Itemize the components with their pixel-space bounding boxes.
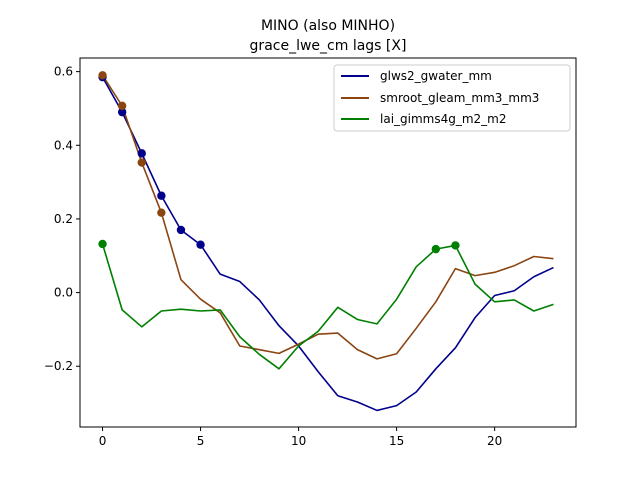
x-tick-label: 15 bbox=[389, 434, 404, 448]
x-axis: 0 5 10 15 20 bbox=[99, 427, 502, 448]
y-tick-label: 0.2 bbox=[54, 212, 73, 226]
legend: glws2_gwater_mm smroot_gleam_mm3_mm3 lai… bbox=[333, 64, 571, 132]
legend-box bbox=[333, 64, 571, 132]
data-point-lai_gimms4g_m2_m2 bbox=[431, 244, 441, 254]
chart-subtitle: grace_lwe_cm lags [X] bbox=[250, 38, 407, 54]
data-point-glws2_gwater_mm bbox=[176, 225, 186, 235]
legend-label-smroot: smroot_gleam_mm3_mm3 bbox=[380, 91, 539, 105]
data-point-lai_gimms4g_m2_m2 bbox=[98, 239, 107, 249]
plot-markers bbox=[98, 71, 460, 254]
chart-title: MINO (also MINHO) bbox=[261, 18, 395, 34]
y-tick-label: 0.4 bbox=[54, 138, 73, 152]
x-tick-label: 20 bbox=[487, 434, 502, 448]
data-point-smroot_gleam_mm3_mm3 bbox=[137, 158, 146, 167]
data-point-smroot_gleam_mm3_mm3 bbox=[157, 208, 166, 217]
data-point-smroot_gleam_mm3_mm3 bbox=[98, 71, 107, 80]
x-tick-label: 5 bbox=[197, 434, 205, 448]
x-tick-label: 10 bbox=[291, 434, 306, 448]
legend-label-lai: lai_gimms4g_m2_m2 bbox=[380, 112, 507, 126]
data-point-glws2_gwater_mm bbox=[117, 107, 127, 117]
x-tick-label: 0 bbox=[99, 434, 107, 448]
series-line-lai_gimms4g_m2_m2 bbox=[101, 243, 554, 370]
y-axis: −0.2 0.0 0.2 0.4 0.6 bbox=[44, 65, 80, 373]
plot-frame bbox=[79, 57, 577, 428]
y-tick-label: 0.0 bbox=[54, 286, 73, 300]
series-line-smroot_gleam_mm3_mm3 bbox=[101, 74, 554, 360]
y-tick-label: −0.2 bbox=[44, 359, 73, 373]
data-point-glws2_gwater_mm bbox=[196, 240, 205, 249]
legend-label-glws2: glws2_gwater_mm bbox=[380, 69, 492, 83]
series-line-glws2_gwater_mm bbox=[101, 76, 554, 412]
data-point-glws2_gwater_mm bbox=[137, 149, 146, 158]
y-tick-label: 0.6 bbox=[54, 65, 73, 79]
data-point-lai_gimms4g_m2_m2 bbox=[451, 241, 460, 250]
plot-lines bbox=[101, 74, 554, 412]
data-point-smroot_gleam_mm3_mm3 bbox=[117, 101, 127, 111]
data-point-glws2_gwater_mm bbox=[157, 191, 166, 200]
